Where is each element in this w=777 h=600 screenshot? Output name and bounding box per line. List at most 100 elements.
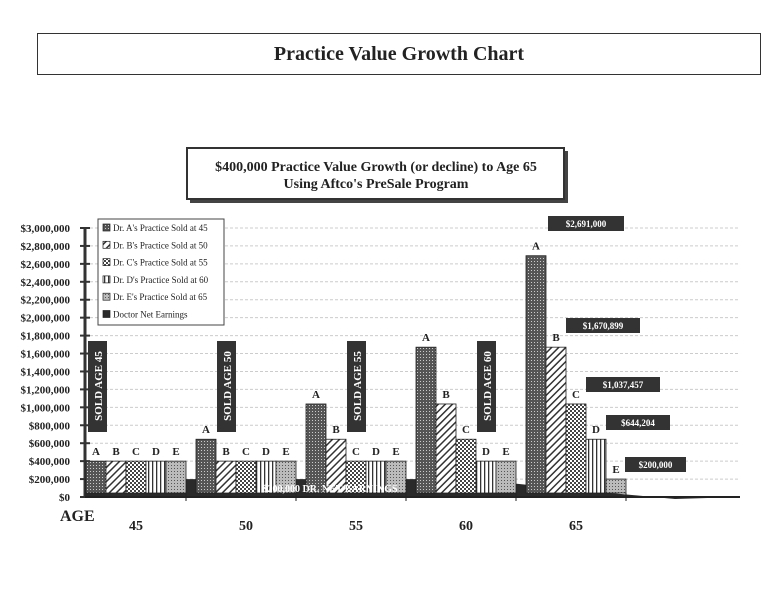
y-tick-label: $1,400,000 xyxy=(21,366,71,378)
net-earnings-label: $200,000 DR. NET EARNINGS xyxy=(262,484,398,495)
x-tick-label: 60 xyxy=(459,519,473,534)
legend-swatch xyxy=(102,223,111,232)
sold-age-label: SOLD AGE 50 xyxy=(222,351,234,421)
value-callout-box xyxy=(566,318,640,333)
chart-title-line: $400,000 Practice Value Growth (or decli… xyxy=(215,160,537,175)
bar-label: A xyxy=(202,424,210,436)
bar-a-age-55 xyxy=(305,403,327,494)
sold-age-label: SOLD AGE 55 xyxy=(352,351,364,421)
sold-label-box xyxy=(347,341,366,432)
sold-label-box xyxy=(477,341,496,432)
sold-label-box xyxy=(88,341,107,432)
legend-swatch xyxy=(102,275,111,284)
bar-label: D xyxy=(592,424,600,436)
legend-entry: Dr. B's Practice Sold at 50 xyxy=(113,240,208,250)
bar-a-age-50 xyxy=(195,438,217,494)
bar-label: E xyxy=(392,446,399,458)
value-callout: $200,000 xyxy=(639,460,673,470)
bar-b-age-45 xyxy=(105,460,127,494)
bar-d-age-60 xyxy=(475,460,497,494)
bar-c-age-60 xyxy=(455,438,477,494)
bar-label: B xyxy=(222,446,230,458)
y-tick-label: $1,800,000 xyxy=(21,331,71,343)
value-callout: $644,204 xyxy=(621,418,655,428)
y-tick-label: $1,200,000 xyxy=(21,384,71,396)
bar-b-age-50 xyxy=(215,460,237,494)
bar-label: C xyxy=(462,424,470,436)
bar-c-age-65 xyxy=(565,403,587,494)
x-axis-label: AGE xyxy=(60,508,95,525)
y-tick-label: $400,000 xyxy=(29,456,71,468)
bar-label: C xyxy=(242,446,250,458)
sold-age-label: SOLD AGE 60 xyxy=(482,351,494,421)
value-callout-box xyxy=(586,377,660,392)
bar-label: A xyxy=(92,446,100,458)
bar-label: A xyxy=(312,389,320,401)
page-title: Practice Value Growth Chart xyxy=(37,33,761,75)
y-tick-label: $800,000 xyxy=(29,420,71,432)
legend-entry: Dr. C's Practice Sold at 55 xyxy=(113,258,208,268)
y-tick-label: $2,200,000 xyxy=(21,295,71,307)
x-tick-label: 65 xyxy=(569,519,583,534)
bar-e-age-55 xyxy=(385,460,407,494)
legend-swatch xyxy=(102,240,111,249)
bar-c-age-45 xyxy=(125,460,147,494)
legend-entry: Dr. E's Practice Sold at 65 xyxy=(113,292,208,302)
y-tick-label: $2,400,000 xyxy=(21,277,71,289)
bar-e-age-60 xyxy=(495,460,517,494)
y-tick-label: $2,800,000 xyxy=(21,241,71,253)
y-tick-label: $2,000,000 xyxy=(21,313,71,325)
bar-label: C xyxy=(352,446,360,458)
bar-e-age-50 xyxy=(275,460,297,494)
y-tick-label: $2,600,000 xyxy=(21,259,71,271)
bar-label: E xyxy=(282,446,289,458)
legend-swatch xyxy=(102,310,111,318)
legend-entry: Dr. A's Practice Sold at 45 xyxy=(113,223,208,233)
bar-b-age-60 xyxy=(435,403,457,494)
legend xyxy=(97,218,225,326)
bar-d-age-45 xyxy=(145,460,167,494)
bar-label: E xyxy=(172,446,179,458)
bar-label: E xyxy=(612,464,619,476)
bar-a-age-45 xyxy=(85,460,107,494)
bar-label: B xyxy=(442,389,450,401)
bar-e-age-45 xyxy=(165,460,187,494)
y-tick-label: $600,000 xyxy=(29,438,71,450)
bar-e-age-65 xyxy=(605,478,627,494)
legend-entry: Dr. D's Practice Sold at 60 xyxy=(113,275,209,285)
x-tick-label: 50 xyxy=(239,519,253,534)
x-tick-label: 55 xyxy=(349,519,363,534)
legend-swatch xyxy=(102,292,111,301)
y-tick-label: $0 xyxy=(59,492,71,504)
y-tick-label: $200,000 xyxy=(29,474,71,486)
value-callout-box xyxy=(625,457,686,472)
bar-a-age-60 xyxy=(415,346,437,494)
sold-label-box xyxy=(217,341,236,432)
y-tick-label: $3,000,000 xyxy=(21,223,71,235)
bar-label: C xyxy=(132,446,140,458)
y-tick-label: $1,600,000 xyxy=(21,349,71,361)
bar-label: B xyxy=(552,332,560,344)
bar-label: D xyxy=(262,446,270,458)
bar-label: D xyxy=(372,446,380,458)
bar-label: A xyxy=(532,241,540,253)
value-callout-box xyxy=(548,216,624,231)
x-tick-label: 45 xyxy=(129,519,143,534)
bar-label: B xyxy=(112,446,120,458)
value-callout-box xyxy=(606,415,670,430)
bar-label: D xyxy=(152,446,160,458)
bar-d-age-65 xyxy=(585,438,607,494)
bar-label: C xyxy=(572,389,580,401)
chart-title-box xyxy=(186,147,565,200)
bar-c-age-50 xyxy=(235,460,257,494)
chart-title-line: Using Aftco's PreSale Program xyxy=(284,177,469,192)
value-callout: $1,037,457 xyxy=(603,380,644,390)
value-callout: $1,670,899 xyxy=(583,321,624,331)
bar-label: E xyxy=(502,446,509,458)
legend-entry: Doctor Net Earnings xyxy=(113,310,188,320)
y-tick-label: $1,000,000 xyxy=(21,402,71,414)
bar-label: A xyxy=(422,332,430,344)
legend-swatch xyxy=(102,258,111,266)
bar-label: B xyxy=(332,424,340,436)
